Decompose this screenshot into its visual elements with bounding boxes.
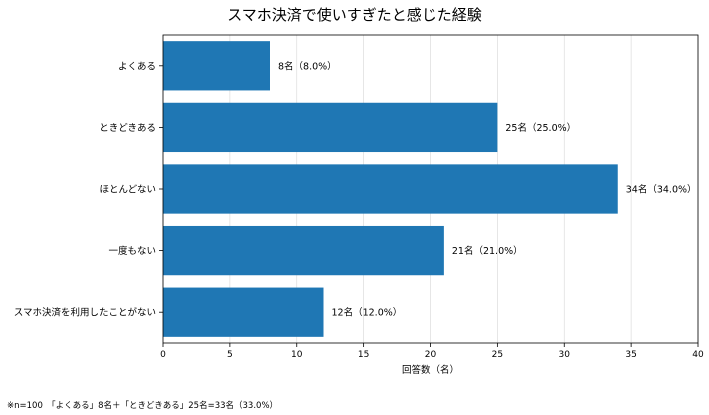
x-tick-label: 5 <box>227 350 233 360</box>
x-tick-label: 30 <box>559 350 571 360</box>
bar <box>163 287 324 337</box>
x-tick-label: 10 <box>291 350 303 360</box>
footnote: ※n=100 「よくある」8名＋「ときどきある」25名=33名（33.0%） <box>7 401 279 411</box>
category-label: ほとんどない <box>99 185 156 196</box>
bars: 8名（8.0%） 25名（25.0%） 34名（34.0%） 21名（21.0%） 12… <box>163 41 697 337</box>
x-tick-label: 20 <box>425 350 437 360</box>
bar <box>163 102 498 153</box>
bar-data-label: 12名（12.0%） <box>332 307 403 319</box>
bar <box>163 164 618 214</box>
x-tick-label: 25 <box>492 350 503 360</box>
bar-data-label: 8名（8.0%） <box>278 60 337 72</box>
x-axis-label: 回答数（名） <box>402 364 459 376</box>
bar <box>163 41 270 91</box>
category-label: スマホ決済を利用したことがない <box>14 307 156 319</box>
x-tick-label: 15 <box>358 350 369 360</box>
bar <box>163 225 444 276</box>
category-label: 一度もない <box>108 245 156 257</box>
x-tick-label: 35 <box>625 350 636 360</box>
bar-data-label: 21名（21.0%） <box>452 245 523 257</box>
x-tick-label: 0 <box>160 350 166 360</box>
chart-title: スマホ決済で使いすぎたと感じた経験 <box>227 6 482 24</box>
category-label: よくある <box>118 61 156 72</box>
x-tick-label: 40 <box>692 350 704 360</box>
axes: 0 5 10 15 20 25 30 35 40 よくあるときどきあるほとんどない一度もないスマホ… <box>14 61 704 360</box>
bar-data-label: 25名（25.0%） <box>505 122 576 134</box>
bar-data-label: 34名（34.0%） <box>626 184 697 196</box>
category-label: ときどきある <box>99 123 156 134</box>
